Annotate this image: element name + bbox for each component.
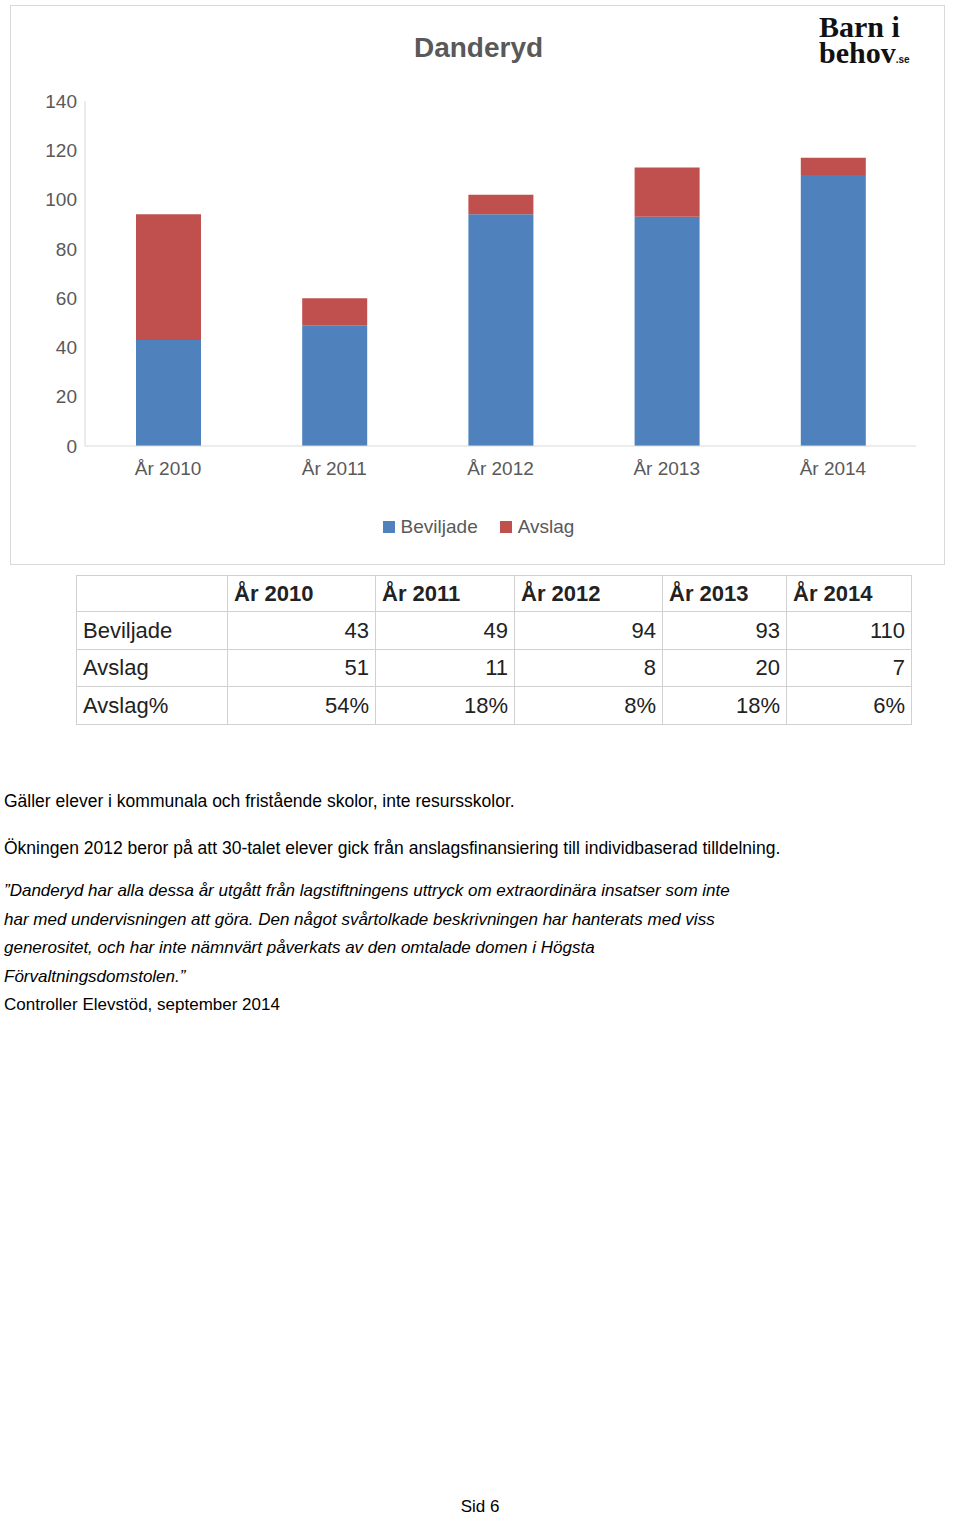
html-text:År 2014: År 2014 [793, 580, 873, 606]
html-text:54%: 54% [325, 692, 369, 718]
html-text:8: 8 [643, 655, 656, 680]
html-text:Beviljade: Beviljade [83, 617, 173, 643]
html-text:94: 94 [631, 617, 656, 643]
html-text:51: 51 [344, 655, 369, 680]
html-text:Förvaltningsdomstolen.”: Förvaltningsdomstolen.” [4, 966, 186, 986]
html-text:År 2013: År 2013 [669, 580, 749, 606]
html-text:11: 11 [485, 655, 508, 680]
html-text:Danderyd: Danderyd [413, 32, 544, 63]
html-text:20: 20 [755, 655, 780, 680]
html-text:generositet, och har inte nämn: generositet, och har inte nämnvärt påver… [4, 938, 595, 957]
html-text:Avslag: Avslag [83, 655, 149, 680]
html-text:Avslag: Avslag [517, 516, 575, 537]
html-text:18%: 18% [464, 692, 508, 718]
html-text:6%: 6% [873, 692, 905, 718]
html-text:År 2010: År 2010 [234, 580, 314, 606]
html-text:110: 110 [869, 617, 905, 643]
svg-text:År 2011: År 2011 [302, 458, 367, 479]
svg-text:140: 140 [45, 91, 77, 112]
svg-text:120: 120 [45, 140, 77, 161]
html-text:Avslag%: Avslag% [83, 692, 169, 718]
html-text:Controller Elevstöd, september: Controller Elevstöd, september 2014 [4, 995, 280, 1014]
svg-text:80: 80 [56, 239, 77, 260]
svg-text:60: 60 [56, 288, 77, 309]
html-text:Gäller elever i kommunala och: Gäller elever i kommunala och fristående… [4, 791, 515, 811]
svg-text:År 2013: År 2013 [633, 458, 700, 479]
svg-text:0: 0 [66, 436, 77, 457]
html-text:.se: .se [895, 54, 910, 65]
html-text:Sid 6: Sid 6 [460, 1497, 500, 1516]
html-text:Beviljade: Beviljade [400, 516, 478, 537]
html-text:”Danderyd har alla dessa år ut: ”Danderyd har alla dessa år utgått från … [4, 881, 730, 900]
svg-text:År 2012: År 2012 [467, 458, 534, 479]
html-text:49: 49 [483, 617, 508, 643]
svg-text:40: 40 [56, 337, 77, 358]
html-text:År 2012: År 2012 [521, 580, 601, 606]
html-text:93: 93 [755, 617, 780, 643]
html-text:7: 7 [892, 655, 905, 680]
svg-text:År 2010: År 2010 [135, 458, 202, 479]
html-text:har med undervisningen att gör: har med undervisningen att göra. Den någ… [4, 909, 715, 929]
html-text:behov: behov [819, 36, 896, 69]
svg-text:100: 100 [45, 189, 77, 210]
html-text:8%: 8% [624, 692, 656, 718]
html-text:43: 43 [344, 617, 369, 643]
html-text:Ökningen 2012 beror på att 30-: Ökningen 2012 beror på att 30-talet elev… [4, 838, 781, 858]
svg-text:20: 20 [56, 386, 77, 407]
html-text:18%: 18% [736, 692, 780, 718]
html-text:År 2011: År 2011 [382, 580, 461, 606]
html-text:Barn i: Barn i [819, 10, 900, 43]
svg-text:År 2014: År 2014 [800, 458, 867, 479]
